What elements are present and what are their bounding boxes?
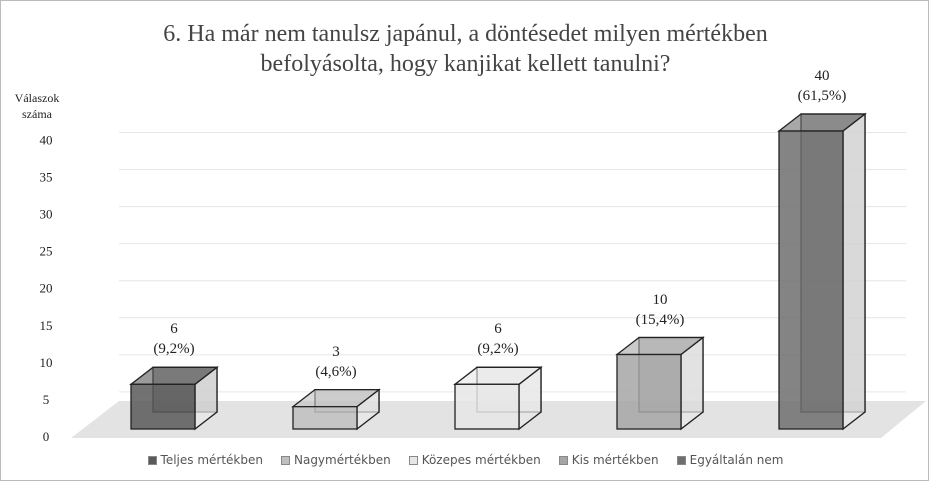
y-tick-label: 40	[40, 132, 53, 147]
y-tick-label: 30	[40, 207, 53, 222]
y-tick-label: 5	[43, 392, 50, 407]
legend-item: Nagymértékben	[280, 453, 391, 467]
data-label: 6 (9,2%)	[153, 321, 195, 358]
legend-item: Teljes mértékben	[147, 453, 263, 467]
bar	[454, 383, 520, 430]
legend-item: Közepes mértékben	[408, 453, 541, 467]
legend-swatch	[147, 455, 157, 465]
legend-label: Teljes mértékben	[160, 453, 263, 467]
legend-swatch	[558, 455, 568, 465]
bar	[130, 383, 196, 430]
y-tick-label: 35	[40, 170, 53, 185]
legend: Teljes mértékben Nagymértékben Közepes mér…	[1, 453, 928, 467]
y-tick-label: 0	[43, 429, 50, 444]
bar	[292, 405, 358, 430]
legend-item: Kis mértékben	[558, 453, 659, 467]
bar-side	[842, 112, 866, 431]
legend-label: Egyáltalán nem	[689, 453, 784, 467]
y-axis-label: Válaszok száma	[14, 91, 60, 121]
legend-label: Nagymértékben	[293, 453, 391, 467]
data-label: 10 (15,4%)	[635, 291, 685, 328]
data-label: 6 (9,2%)	[477, 321, 519, 358]
legend-swatch	[408, 455, 418, 465]
y-tick-label: 20	[40, 281, 53, 296]
data-label: 40 (61,5%)	[797, 68, 847, 104]
bar	[778, 130, 844, 430]
legend-label: Kis mértékben	[571, 453, 659, 467]
y-tick-label: 15	[40, 318, 53, 333]
bar	[616, 353, 682, 430]
legend-label: Közepes mértékben	[421, 453, 541, 467]
legend-swatch	[280, 455, 290, 465]
data-label: 3 (4,6%)	[315, 343, 357, 380]
legend-item: Egyáltalán nem	[676, 453, 784, 467]
legend-swatch	[676, 455, 686, 465]
y-tick-label: 25	[40, 244, 53, 259]
chart-title: 6. Ha már nem tanulsz japánul, a döntése…	[163, 21, 768, 77]
y-tick-label: 10	[40, 355, 53, 370]
